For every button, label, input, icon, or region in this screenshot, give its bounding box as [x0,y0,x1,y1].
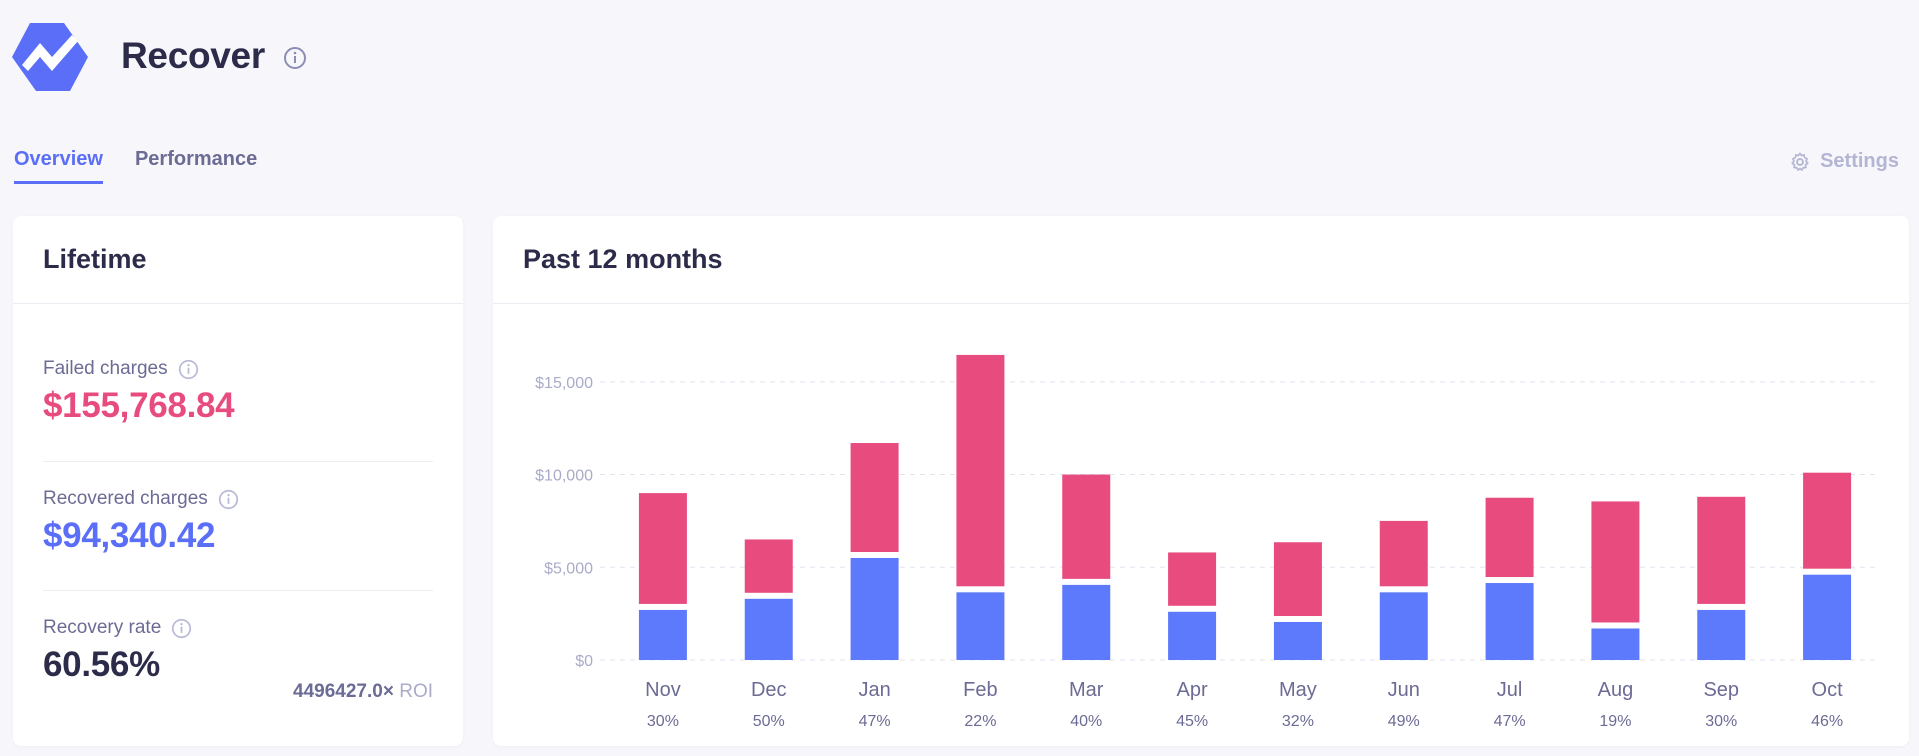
y-tick-label: $10,000 [535,468,593,485]
recovered-charges-value: $94,340.42 [43,516,216,555]
past-card-header: Past 12 months [493,216,1909,304]
recovered-bar [1697,609,1746,660]
y-tick-label: $0 [575,653,593,670]
recovered-bar [1168,611,1217,660]
divider [43,590,433,591]
failed-bar [1273,542,1322,616]
recovery-rate-label: 45% [1176,713,1208,730]
recovery-rate-metric: Recovery rate 60.56% 4496427.0× ROI [43,617,433,707]
recovery-rate-label: 40% [1070,713,1102,730]
recovered-bar [1485,583,1534,660]
lifetime-card-header: Lifetime [13,216,463,304]
tab-bar: Overview Performance [14,148,257,184]
info-icon[interactable] [178,359,199,380]
recovered-bar [1591,628,1640,660]
roi-value: 4496427.0× ROI [293,681,433,703]
failed-bar [956,354,1005,587]
failed-bar [1062,474,1111,579]
gear-icon [1791,151,1809,171]
x-tick-label: Apr [1177,679,1208,701]
x-tick-label: Nov [645,679,681,701]
recovery-rate-label-row: Recovery rate [43,617,433,639]
failed-bar [1168,552,1217,606]
recovered-bar [956,592,1005,660]
recovered-bar [1273,621,1322,660]
failed-charges-metric: Failed charges $155,768.84 [43,358,433,426]
tab-performance[interactable]: Performance [134,148,258,170]
x-tick-label: Dec [751,679,787,701]
failed-bar [1485,497,1534,578]
recovery-rate-label: 30% [1705,713,1737,730]
recovery-rate-label: Recovery rate [43,617,162,638]
x-tick-label: May [1279,679,1317,701]
app-title: Recover [121,35,265,76]
monthly-bar-chart: $0 $5,000 $10,000 $15,000 Nov 30% Dec 50% Jan 47%… [535,354,1880,730]
roi-suffix: ROI [399,681,433,702]
y-tick-label: $15,000 [535,375,593,392]
chart-area: $0 $5,000 $10,000 $15,000 Nov 30% Dec 50% Jan 47%… [493,304,1909,746]
recovery-rate-label: 19% [1599,713,1631,730]
failed-bar [638,493,687,604]
recovered-bar [1379,592,1428,660]
lifetime-card: Lifetime Failed charges $155,768.84 Reco… [13,216,463,746]
recovery-rate-value: 60.56% [43,645,160,684]
x-tick-label: Mar [1069,679,1104,701]
recovery-rate-label: 46% [1811,713,1843,730]
page-header: Recover [12,20,307,92]
failed-bar [850,443,899,552]
x-tick-label: Aug [1598,679,1634,701]
divider [43,461,433,462]
failed-charges-value: $155,768.84 [43,386,235,425]
recovered-charges-metric: Recovered charges $94,340.42 [43,488,433,556]
settings-button[interactable]: Settings [1789,150,1899,173]
failed-bar [744,539,793,593]
info-icon[interactable] [171,618,192,639]
recovery-rate-label: 49% [1388,713,1420,730]
recovery-rate-label: 22% [964,713,996,730]
recovery-rate-label: 47% [859,713,891,730]
past-12-months-card: Past 12 months $0 $5,000 $10,000 $15,000 Nov… [493,216,1909,746]
recovery-rate-label: 30% [647,713,679,730]
lifetime-title: Lifetime [43,244,147,274]
recovered-bar [1803,574,1852,660]
y-tick-label: $5,000 [544,560,593,577]
roi-number: 4496427.0× [293,681,394,702]
tab-overview[interactable]: Overview [14,148,103,184]
failed-bar [1697,496,1746,604]
app-logo-icon [12,23,88,91]
recovery-rate-label: 32% [1282,713,1314,730]
settings-label: Settings [1820,150,1899,172]
recovered-charges-label: Recovered charges [43,488,208,509]
recovered-bar [1062,584,1111,660]
failed-bar [1591,501,1640,623]
x-tick-label: Jul [1497,679,1523,701]
failed-charges-label-row: Failed charges [43,358,433,380]
recovered-bar [850,558,899,660]
failed-bar [1803,472,1852,569]
recovered-bar [744,598,793,660]
failed-bar [1379,520,1428,587]
x-tick-label: Sep [1703,679,1739,701]
recovered-bar [638,609,687,660]
x-tick-label: Feb [963,679,997,701]
recovery-rate-label: 50% [753,713,785,730]
past-title: Past 12 months [523,244,723,274]
recovery-rate-label: 47% [1494,713,1526,730]
x-tick-label: Jan [858,679,890,701]
failed-charges-label: Failed charges [43,358,168,379]
info-icon[interactable] [283,46,307,70]
recovered-charges-label-row: Recovered charges [43,488,433,510]
x-tick-label: Oct [1812,679,1844,701]
x-tick-label: Jun [1388,679,1420,701]
info-icon[interactable] [218,489,239,510]
